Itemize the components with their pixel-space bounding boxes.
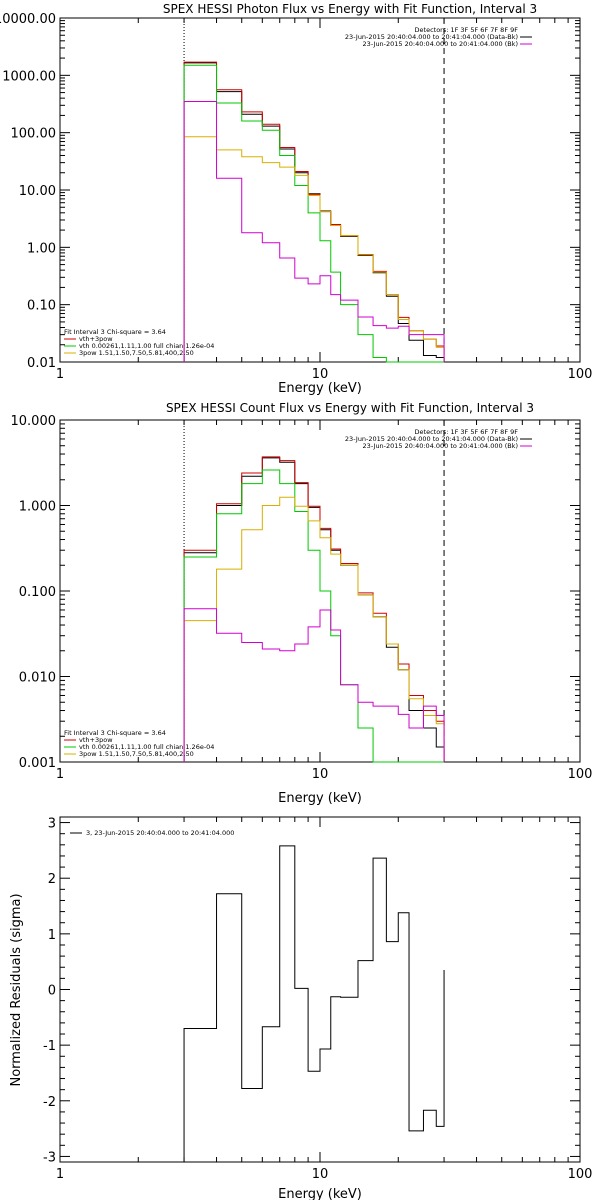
series-group (183, 61, 445, 363)
legend-top: Detectors: 1F 3F 5F 6F 7F 8F 9F 23-Jun-2… (345, 428, 532, 450)
x-axis-label: Energy (keV) (278, 381, 362, 396)
legend-entry-text: 23-Jun-2015 20:40:04.000 to 20:41:04.000… (345, 435, 518, 443)
legend-header: Detectors: 1F 3F 5F 6F 7F 8F 9F (415, 26, 519, 34)
y-axis-label: Normalized Residuals (sigma) (9, 893, 24, 1086)
legend-header: Fit Interval 3 Chi-square = 3.64 (64, 729, 166, 737)
legend-header: Fit Interval 3 Chi-square = 3.64 (64, 328, 166, 336)
series-line (183, 457, 445, 762)
series-group (183, 845, 445, 1162)
legend-entry-text: 23-Jun-2015 20:40:04.000 to 20:41:04.000… (345, 33, 518, 41)
legend-entry-text: 23-Jun-2015 20:40:04.000 to 20:41:04.000… (363, 442, 518, 450)
x-tick-label: 10 (312, 367, 329, 382)
legend-bottom: Fit Interval 3 Chi-square = 3.64 vth+3po… (64, 729, 214, 758)
y-tick-label: 10.000 (11, 414, 57, 429)
y-tick-label: 1.000 (19, 500, 56, 515)
series-group (183, 456, 445, 763)
legend-entry-text: 3pow 1.51,1.50,7.50,5.81,400,2.50 (79, 349, 194, 357)
y-tick-label: 0.01 (27, 356, 56, 371)
y-tick-label: -1 (43, 1039, 56, 1054)
x-tick-label: 1 (56, 367, 64, 382)
legend-bottom: Fit Interval 3 Chi-square = 3.64 vth+3po… (64, 328, 214, 357)
y-tick-label: 0.10 (27, 299, 56, 314)
y-tick-label: 1000.00 (2, 69, 56, 84)
y-tick-label: 3 (48, 817, 56, 832)
x-tick-label: 100 (568, 367, 593, 382)
series-line (183, 64, 445, 363)
x-tick-label: 100 (568, 767, 593, 782)
axis-ticks: 1 10 100 0.001 0.010 0.100 1.000 10.000 (11, 414, 593, 782)
series-line (183, 845, 445, 1162)
series-line (183, 61, 445, 362)
x-tick-label: 10 (312, 1167, 329, 1182)
plot-frame (59, 816, 581, 1163)
y-tick-label: -2 (43, 1095, 56, 1110)
legend-entry-text: vth+3pow (79, 335, 113, 343)
legend-entry-text: vth+3pow (79, 736, 113, 744)
series-line (183, 456, 445, 762)
y-tick-label: 100.00 (11, 127, 57, 142)
series-line (183, 496, 445, 762)
legend: 3, 23-Jun-2015 20:40:04.000 to 20:41:04.… (70, 829, 234, 837)
legend-entry-text: 3, 23-Jun-2015 20:40:04.000 to 20:41:04.… (86, 829, 234, 837)
chart-title: SPEX HESSI Photon Flux vs Energy with Fi… (163, 2, 537, 16)
series-line (183, 136, 445, 362)
y-tick-label: 2 (48, 872, 56, 887)
residuals-panel: 1 10 100 -3 -2 -1 0 1 2 3 Energy (keV) Normalized… (9, 816, 592, 1200)
legend-entry-text: vth 0.00261,1.11,1.00 full chian 1.26e-0… (79, 342, 214, 350)
chart-title: SPEX HESSI Count Flux vs Energy with Fit… (166, 401, 534, 415)
range-markers (183, 18, 445, 362)
legend-top: Detectors: 1F 3F 5F 6F 7F 8F 9F 23-Jun-2… (345, 26, 532, 48)
photon-flux-panel: SPEX HESSI Photon Flux vs Energy with Fi… (0, 2, 592, 396)
y-tick-label: 10.00 (19, 184, 56, 199)
y-tick-label: 0 (48, 984, 56, 999)
legend-entry-text: 3pow 1.51,1.50,7.50,5.81,400,2.50 (79, 750, 194, 758)
axis-ticks: 1 10 100 -3 -2 -1 0 1 2 3 (43, 817, 592, 1182)
legend-entry-text: vth 0.00261,1.11,1.00 full chian 1.26e-0… (79, 743, 214, 751)
x-tick-label: 1 (56, 767, 64, 782)
y-tick-label: 0.100 (19, 585, 56, 600)
count-flux-panel: SPEX HESSI Count Flux vs Energy with Fit… (11, 401, 593, 806)
y-tick-label: 1 (48, 928, 56, 943)
y-tick-label: 10000.00 (0, 12, 56, 27)
x-axis-label: Energy (keV) (278, 1187, 362, 1200)
y-tick-label: 0.010 (19, 671, 56, 686)
range-markers (183, 420, 445, 762)
series-line (183, 469, 445, 763)
x-tick-label: 1 (56, 1167, 64, 1182)
y-tick-label: -3 (43, 1150, 56, 1165)
y-tick-label: 0.001 (19, 756, 56, 771)
axis-ticks: 1 10 100 0.01 0.10 1.00 10.00 100.00 1000.00 1000… (0, 12, 592, 382)
x-axis-label: Energy (keV) (278, 791, 362, 806)
series-line (183, 608, 445, 762)
legend-header: Detectors: 1F 3F 5F 6F 7F 8F 9F (415, 428, 519, 436)
plot-frame (59, 17, 581, 363)
y-tick-label: 1.00 (27, 241, 56, 256)
x-tick-label: 10 (312, 767, 329, 782)
series-line (183, 100, 445, 362)
legend-entry-text: 23-Jun-2015 20:40:04.000 to 20:41:04.000… (363, 40, 518, 48)
x-tick-label: 100 (568, 1167, 593, 1182)
